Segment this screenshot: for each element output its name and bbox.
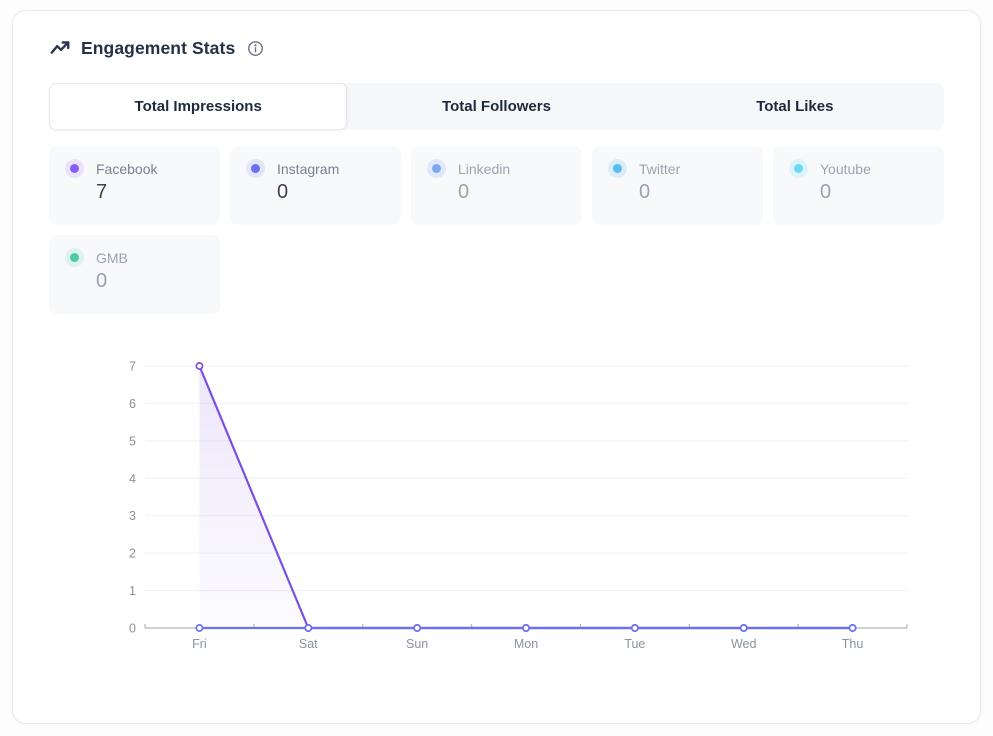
svg-text:Sun: Sun (406, 637, 428, 651)
tab-total-likes[interactable]: Total Likes (756, 98, 834, 115)
svg-text:3: 3 (129, 509, 136, 523)
svg-text:5: 5 (129, 434, 136, 448)
svg-text:6: 6 (129, 397, 136, 411)
info-icon[interactable] (247, 40, 264, 57)
youtube-dot-icon (789, 159, 808, 178)
platform-legend: Facebook 7 Instagram 0 Linkedin 0 Twitte… (49, 146, 944, 314)
svg-text:Tue: Tue (624, 637, 645, 651)
card-header: Engagement Stats (49, 35, 944, 61)
legend-value: 0 (820, 181, 832, 203)
legend-value: 0 (277, 181, 289, 203)
stats-tabbar: Total Impressions Total Followers Total … (49, 83, 944, 130)
legend-chip-instagram[interactable]: Instagram 0 (230, 146, 401, 225)
legend-chip-linkedin[interactable]: Linkedin 0 (411, 146, 582, 225)
svg-text:Thu: Thu (842, 637, 864, 651)
legend-value: 0 (639, 181, 651, 203)
legend-chip-gmb[interactable]: GMB 0 (49, 235, 220, 314)
facebook-dot-icon (65, 159, 84, 178)
svg-text:7: 7 (129, 360, 136, 374)
legend-label: Instagram (277, 160, 340, 177)
trending-up-icon (50, 41, 70, 54)
page-title: Engagement Stats (81, 37, 236, 58)
svg-text:0: 0 (129, 622, 136, 636)
legend-chip-youtube[interactable]: Youtube 0 (773, 146, 944, 225)
legend-label: Youtube (820, 160, 871, 177)
svg-text:4: 4 (129, 472, 136, 486)
instagram-dot-icon (246, 159, 265, 178)
impressions-line-chart: 0 1 2 3 4 5 6 7 Fri Sat Sun Mon Tue Wed Thu (111, 354, 944, 661)
engagement-stats-card: Engagement Stats Total Impressions Total… (12, 10, 981, 724)
legend-value: 0 (96, 270, 108, 292)
legend-value: 0 (458, 181, 470, 203)
tab-total-followers[interactable]: Total Followers (442, 98, 551, 115)
svg-text:1: 1 (129, 584, 136, 598)
legend-label: Facebook (96, 160, 158, 177)
legend-label: Twitter (639, 160, 681, 177)
svg-text:Sat: Sat (299, 637, 318, 651)
svg-text:Fri: Fri (192, 637, 207, 651)
svg-text:Wed: Wed (731, 637, 757, 651)
twitter-dot-icon (608, 159, 627, 178)
tab-total-impressions[interactable]: Total Impressions (49, 83, 348, 130)
svg-text:2: 2 (129, 547, 136, 561)
svg-text:Mon: Mon (514, 637, 538, 651)
legend-chip-twitter[interactable]: Twitter 0 (592, 146, 763, 225)
gmb-dot-icon (65, 248, 84, 267)
legend-value: 7 (96, 181, 108, 203)
legend-label: Linkedin (458, 160, 511, 177)
legend-label: GMB (96, 249, 128, 266)
linkedin-dot-icon (427, 159, 446, 178)
legend-chip-facebook[interactable]: Facebook 7 (49, 146, 220, 225)
